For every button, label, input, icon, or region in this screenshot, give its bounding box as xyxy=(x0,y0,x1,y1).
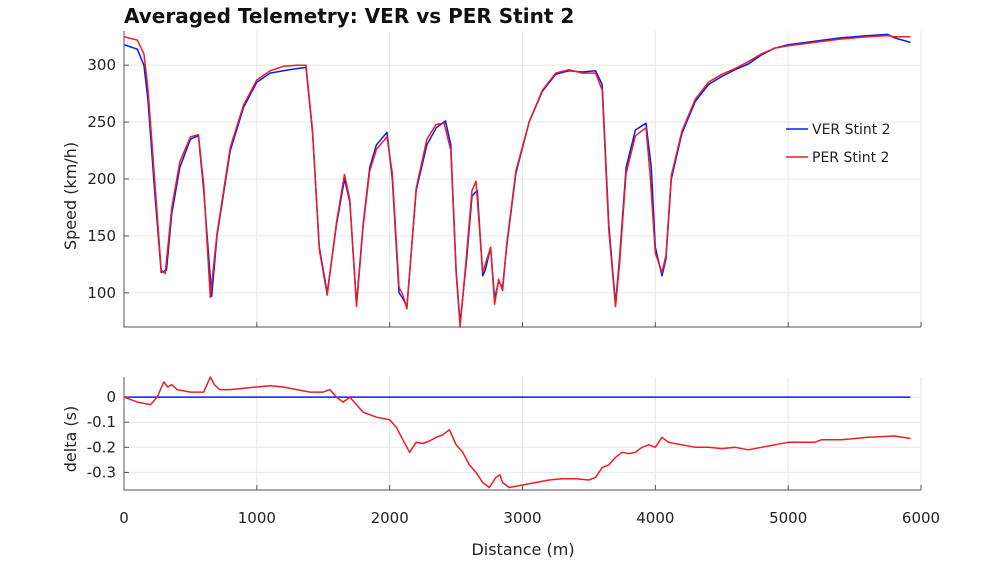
xtick-label: 5000 xyxy=(769,509,807,527)
x-axis-label: Distance (m) xyxy=(471,540,574,559)
delta-yticks: 0 -0.1 -0.2 -0.3 xyxy=(87,388,922,490)
speed-panel: 100 150 200 250 300 Speed (km/h) VER Stint 2… xyxy=(61,31,922,328)
delta-grid xyxy=(123,377,922,490)
delta-ylabel: delta (s) xyxy=(61,406,80,472)
speed-axes xyxy=(123,31,921,328)
speed-ytick-label: 200 xyxy=(87,170,116,188)
delta-ytick-label: -0.1 xyxy=(87,413,116,431)
delta-ytick-label: -0.2 xyxy=(87,438,116,456)
legend: VER Stint 2 PER Stint 2 xyxy=(786,122,891,166)
legend-label-ver: VER Stint 2 xyxy=(812,122,891,138)
delta-series xyxy=(123,376,911,489)
xtick-label: 3000 xyxy=(503,509,541,527)
delta-axes xyxy=(123,377,921,491)
xtick-label: 1000 xyxy=(238,509,276,527)
xtick-label: 6000 xyxy=(902,509,940,527)
speed-ytick-label: 150 xyxy=(87,227,116,245)
speed-ylabel: Speed (km/h) xyxy=(61,142,80,250)
delta-ytick-label: 0 xyxy=(106,388,116,406)
legend-label-per: PER Stint 2 xyxy=(812,150,889,166)
delta-ytick-label: -0.3 xyxy=(87,463,116,481)
xtick-label: 0 xyxy=(119,509,129,527)
speed-grid xyxy=(123,31,922,327)
xtick-label: 2000 xyxy=(371,509,409,527)
speed-series xyxy=(123,33,911,328)
chart-title: Averaged Telemetry: VER vs PER Stint 2 xyxy=(124,4,574,28)
xticks: 0 1000 2000 3000 4000 5000 6000 xyxy=(119,509,940,527)
speed-ytick-label: 250 xyxy=(87,113,116,131)
delta-panel: 0 -0.1 -0.2 -0.3 delta (s) xyxy=(61,376,922,491)
speed-ytick-label: 100 xyxy=(87,284,116,302)
speed-series-per-line xyxy=(123,34,911,328)
delta-series-per-line xyxy=(123,376,911,489)
speed-ytick-label: 300 xyxy=(87,56,116,74)
speed-yticks: 100 150 200 250 300 xyxy=(87,56,922,327)
xtick-label: 4000 xyxy=(636,509,674,527)
